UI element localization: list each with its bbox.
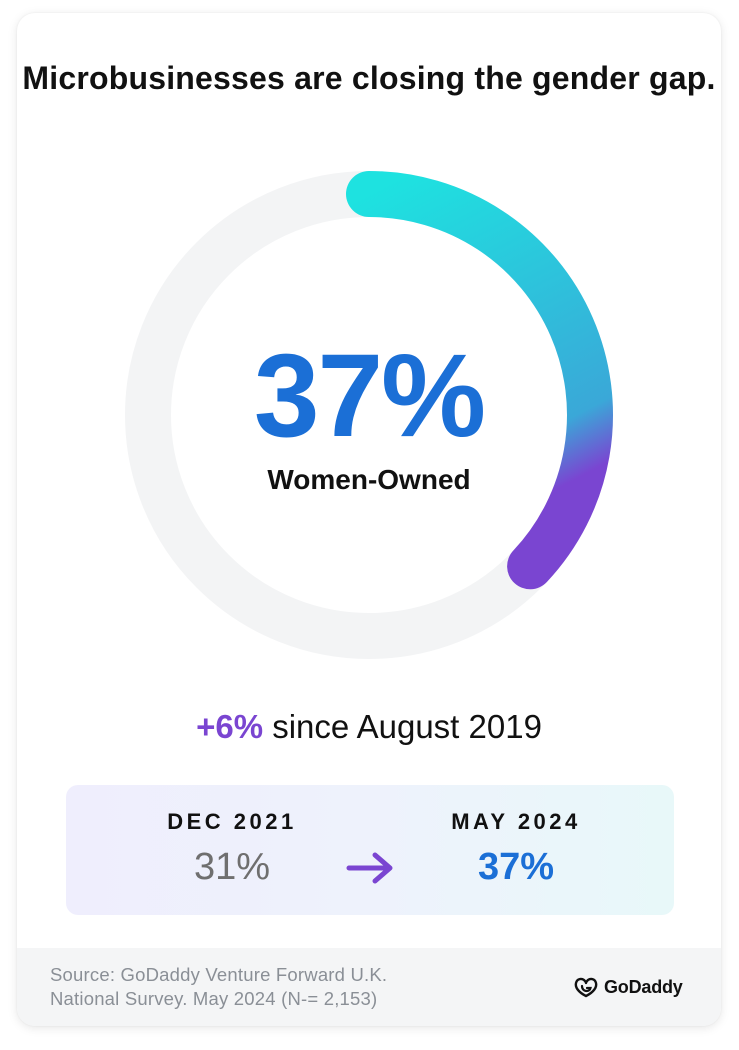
donut-chart: [125, 171, 613, 659]
donut-value-arc: [346, 171, 613, 590]
source-line-1: Source: GoDaddy Venture Forward U.K.: [50, 964, 388, 985]
change-since-text: +6% since August 2019: [17, 707, 721, 747]
to-date: MAY 2024: [451, 809, 581, 834]
comparison-to: MAY 2024 37%: [406, 785, 626, 889]
godaddy-logo-icon: [574, 977, 598, 998]
source-line-2: National Survey. May 2024 (N-= 2,153): [50, 988, 378, 1009]
change-delta: +6%: [196, 708, 264, 745]
page-title: Microbusinesses are closing the gender g…: [22, 60, 716, 96]
arrow-right-icon: [346, 852, 393, 884]
godaddy-logo: GoDaddy: [573, 975, 683, 999]
footer: Source: GoDaddy Venture Forward U.K. Nat…: [17, 948, 721, 1026]
comparison-from: DEC 2021 31%: [122, 785, 342, 889]
women-owned-label: Women-Owned: [267, 464, 471, 495]
infographic-card: Microbusinesses are closing the gender g…: [17, 13, 721, 1026]
source-note: Source: GoDaddy Venture Forward U.K. Nat…: [50, 963, 387, 1011]
comparison-panel: DEC 2021 31% MAY 2024 37%: [66, 785, 674, 915]
from-date: DEC 2021: [167, 809, 297, 834]
women-owned-percentage: 37%: [253, 330, 486, 462]
brand-name: GoDaddy: [604, 976, 683, 997]
change-text: since August 2019: [263, 708, 542, 745]
from-value: 31%: [193, 846, 271, 888]
to-value: 37%: [477, 846, 555, 888]
